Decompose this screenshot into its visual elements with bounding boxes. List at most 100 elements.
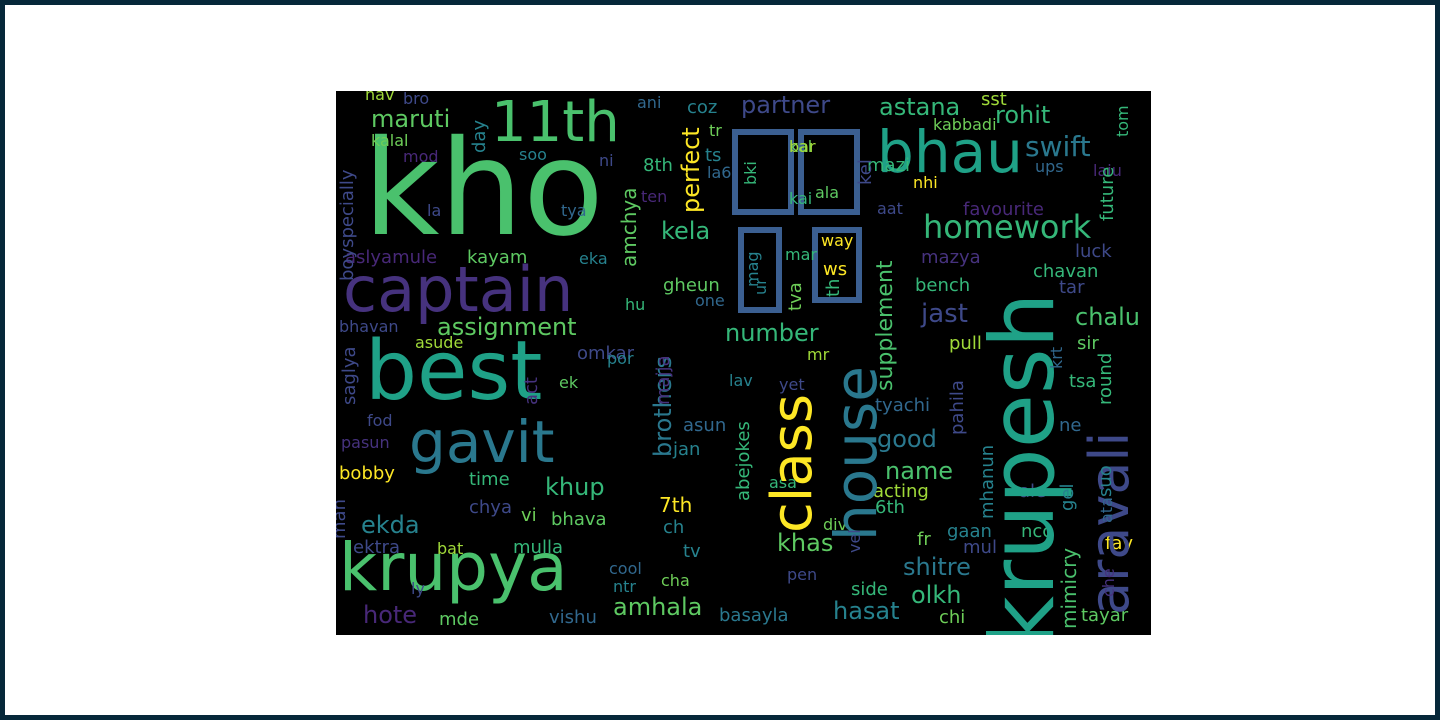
- word-eka: eka: [579, 249, 608, 268]
- word-tva: tva: [785, 282, 806, 311]
- word-mul: mul: [963, 537, 997, 558]
- word-favourite: favourite: [963, 199, 1044, 220]
- word-majja: majja: [653, 355, 674, 405]
- word-captain: captain: [343, 253, 574, 326]
- word-amchya: amchya: [617, 187, 641, 267]
- word-way: way: [821, 231, 854, 250]
- word-bro: bro: [403, 91, 430, 108]
- word-asa: asa: [769, 473, 797, 492]
- word-hu: hu: [625, 295, 646, 314]
- word-bat: bat: [437, 539, 464, 558]
- word-perfect: perfect: [677, 127, 705, 213]
- word-kho: kho: [363, 112, 604, 266]
- word-coz: coz: [687, 97, 718, 118]
- word-ncc: ncc: [1021, 521, 1053, 542]
- word-ekda: ekda: [361, 511, 420, 539]
- word-pull: pull: [949, 333, 982, 354]
- word-nav: nav: [365, 91, 395, 104]
- word-mimicry: mimicry: [1057, 547, 1081, 629]
- word-pasun: pasun: [341, 433, 390, 452]
- word-tar: tar: [1059, 277, 1085, 298]
- word-kela: kela: [661, 217, 711, 245]
- word-amhala: amhala: [613, 593, 703, 621]
- word-suo: suo: [1095, 465, 1116, 497]
- word-gaan: gaan: [947, 521, 992, 542]
- word-mde: mde: [439, 609, 480, 630]
- word-sst: sst: [981, 91, 1007, 110]
- word-time: time: [469, 469, 510, 490]
- word-class: class: [760, 393, 825, 533]
- word-supplement: supplement: [873, 260, 898, 391]
- word-ni: ni: [599, 151, 614, 170]
- word-bhau: bhau: [877, 118, 1023, 186]
- word-one: one: [695, 291, 725, 310]
- word-fr: fr: [917, 529, 931, 550]
- word-soo: soo: [519, 145, 547, 164]
- word-good: good: [877, 425, 937, 453]
- glyph-box-2: [798, 129, 860, 215]
- word-jast: jast: [921, 299, 968, 329]
- word-aslyamule: aslyamule: [345, 247, 438, 268]
- word-jan: jan: [673, 439, 701, 460]
- word-lav: lav: [729, 371, 753, 390]
- word-kel: kel: [855, 159, 876, 185]
- word-11th: 11th: [491, 91, 620, 155]
- word-partner: partner: [741, 91, 831, 119]
- word-fav: fav: [1105, 533, 1134, 554]
- word-kalal: kalal: [371, 131, 409, 150]
- word-che: che: [1099, 568, 1118, 597]
- word-div: div: [823, 515, 848, 534]
- word-la6: la6: [707, 163, 732, 182]
- word-chya: chya: [469, 497, 512, 518]
- word-ly: ly: [411, 579, 425, 598]
- word-homework: homework: [923, 208, 1092, 246]
- word-nhi: nhi: [913, 173, 938, 192]
- word-ch: ch: [663, 517, 685, 538]
- word-ani: ani: [637, 93, 662, 112]
- word-pahila: pahila: [947, 380, 968, 435]
- word-ek: ek: [559, 373, 579, 392]
- word-chi: chi: [939, 607, 966, 628]
- word-round: round: [1095, 352, 1116, 405]
- word-gheun: gheun: [663, 275, 720, 296]
- word-vel: vel: [845, 529, 864, 553]
- word-bhavan: bhavan: [339, 317, 399, 336]
- page-frame: kho captain best gavit krupya 11th bhau homewor…: [5, 5, 1435, 715]
- word-ektra: ektra: [353, 537, 400, 558]
- word-abejokes: abejokes: [733, 421, 754, 501]
- word-hote: hote: [363, 601, 418, 629]
- word-aat: aat: [877, 199, 903, 218]
- word-basayla: basayla: [719, 605, 789, 626]
- word-khas: khas: [777, 529, 834, 557]
- word-best: best: [365, 324, 543, 419]
- word-boyspecially: boyspecially: [337, 169, 358, 281]
- word-astana: astana: [879, 93, 961, 121]
- word-mhanun: mhanun: [977, 444, 998, 519]
- word-assignment: assignment: [437, 313, 577, 341]
- word-mar: mar: [785, 245, 817, 264]
- word-por: por: [607, 349, 634, 368]
- glyph-box-3: [738, 227, 782, 313]
- word-cha: cha: [661, 571, 690, 590]
- word-chalu: chalu: [1075, 303, 1140, 331]
- word-khup: khup: [545, 473, 605, 501]
- word-krt: krt: [1047, 346, 1066, 369]
- word-tya: tya: [561, 201, 587, 220]
- word-mulla: mulla: [513, 537, 563, 558]
- word-asun: asun: [683, 415, 727, 436]
- word-act: act: [521, 377, 542, 405]
- word-kai: kai: [789, 189, 813, 208]
- word-kal: kal: [789, 137, 813, 156]
- glyph-box-1: [732, 129, 794, 215]
- word-chavan: chavan: [1033, 261, 1099, 282]
- word-kayam: kayam: [467, 247, 528, 268]
- word-name: name: [885, 457, 954, 485]
- word-rohit: rohit: [995, 101, 1051, 129]
- word-future: future: [1097, 166, 1118, 221]
- word-ata: ata: [1097, 497, 1116, 523]
- word-asude: asude: [415, 333, 464, 352]
- word-ur: ur: [751, 278, 770, 295]
- word-cool: cool: [609, 559, 642, 578]
- word-gavit: gavit: [409, 408, 555, 476]
- word-number: number: [725, 319, 819, 347]
